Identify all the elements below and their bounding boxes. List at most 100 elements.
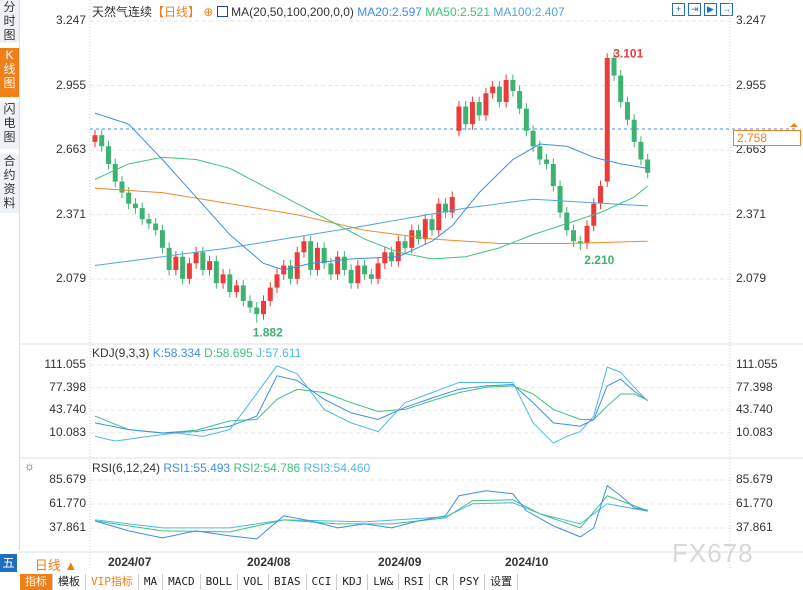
y-tick-left: 37.861 [49, 519, 86, 534]
add-icon[interactable]: ⊕ [203, 5, 214, 19]
candle-body [456, 106, 462, 131]
candle-body [105, 146, 111, 164]
indicator-tab[interactable]: BOLL [200, 574, 239, 590]
tab-contract-info[interactable]: 合约资料 [0, 154, 19, 214]
ma50-line [94, 156, 648, 260]
chart-legend: 天然气连续【日线】 ⊕ MA(20,50,100,200,0,0) MA20:2… [92, 3, 565, 20]
y-tick-left: 2.079 [55, 271, 86, 285]
candle-body [375, 263, 381, 279]
candle-body [604, 57, 610, 182]
candle-body [618, 75, 624, 103]
candle-body [193, 252, 199, 264]
watermark: FX678 [672, 538, 754, 568]
y-tick-right: 2.371 [736, 206, 767, 221]
kdj-label[interactable]: KDJ(9,3,3) [92, 346, 150, 360]
settings-sun-icon[interactable]: ☼ [24, 459, 35, 473]
candle-body [564, 212, 570, 231]
candle-body [99, 135, 105, 147]
kdj-j-line [94, 365, 649, 444]
y-tick-left: 2.955 [55, 77, 86, 92]
candle-body [624, 102, 630, 120]
indicator-tab[interactable]: MA [138, 574, 164, 590]
tab-kline[interactable]: K线图 [0, 48, 19, 98]
candle-body [584, 225, 590, 244]
current-price-marker [790, 123, 798, 128]
indicator-tab[interactable]: RSI [399, 574, 430, 590]
indicator-tab[interactable]: VOL [238, 574, 269, 590]
kdj-k: K:58.334 [152, 346, 201, 360]
ma-label[interactable]: MA(20,50,100,200,0,0) [231, 5, 354, 19]
move-right-icon[interactable]: → [720, 3, 733, 16]
candle-body [335, 256, 341, 275]
indicator-tab[interactable]: VIP指标 [86, 574, 139, 590]
rsi3-line [94, 502, 648, 529]
zoom-in-icon[interactable]: ⇥ [688, 3, 701, 16]
candle-body [463, 106, 469, 125]
candle-body [490, 86, 496, 94]
y-tick-right: 10.083 [736, 424, 773, 439]
period-selector[interactable]: 日线 ▲ [34, 558, 78, 573]
candle-body [119, 181, 125, 193]
tab-timeshare[interactable]: 分时图 [0, 0, 19, 44]
indicator-tab[interactable]: 设置 [485, 574, 519, 590]
candle-body [523, 108, 529, 131]
y-tick-right: 3.247 [736, 13, 767, 27]
high-label: 3.101 [613, 46, 643, 60]
zoom-out-icon[interactable]: ▶ [704, 3, 717, 16]
candle-body [213, 261, 219, 284]
candle-body [186, 263, 192, 279]
indicator-tab[interactable]: 指标 [20, 574, 53, 590]
candle-body [416, 230, 422, 240]
candle-body [254, 307, 260, 315]
candle-body [631, 119, 637, 142]
ma20-line [94, 112, 648, 271]
indicator-tab[interactable]: MACD [163, 574, 201, 590]
candle-body [274, 274, 280, 288]
indicator-tab[interactable]: BIAS [269, 574, 307, 590]
period-left-button[interactable]: 五 [0, 554, 17, 572]
candle-body [598, 186, 603, 204]
y-tick-right: 61.770 [736, 495, 773, 510]
ma-chart-icon[interactable] [216, 6, 228, 17]
candle-body [550, 163, 556, 187]
rsi2-line [94, 495, 648, 533]
candle-body [429, 219, 435, 231]
rsi-legend: RSI(6,12,24) RSI1:55.493 RSI2:54.786 RSI… [92, 461, 370, 475]
y-tick-left: 10.083 [49, 424, 86, 439]
indicator-tab[interactable]: PSY [454, 574, 486, 590]
candle-body [166, 247, 172, 270]
y-tick-left: 2.371 [55, 206, 86, 221]
candle-body [92, 135, 98, 142]
crosshair-icon[interactable]: + [672, 3, 685, 16]
y-tick-left: 3.247 [55, 13, 86, 27]
indicator-tab[interactable]: KDJ [337, 574, 369, 590]
y-tick-right: 43.740 [736, 402, 773, 417]
candle-body [207, 261, 213, 270]
candle-body [328, 263, 334, 275]
rsi-label[interactable]: RSI(6,12,24) [92, 461, 161, 475]
candle-body [126, 192, 132, 204]
rsi1: RSI1:55.493 [163, 461, 231, 475]
y-tick-right: 77.398 [736, 379, 773, 394]
candle-body [348, 269, 354, 284]
ma20-value: MA20:2.597 [357, 5, 422, 19]
candle-body [517, 91, 523, 109]
date-tick: 2024/10 [505, 555, 549, 569]
candle-body [139, 208, 145, 220]
candle-body [476, 102, 482, 116]
candle-body [287, 265, 293, 279]
indicator-tab[interactable]: CR [430, 574, 455, 590]
candle-body [442, 203, 448, 213]
current-price-label: 2.758 [733, 130, 801, 146]
tab-flash[interactable]: 闪电图 [0, 102, 19, 150]
y-tick-left: 43.740 [49, 402, 86, 417]
indicator-tab[interactable]: LW& [368, 574, 400, 590]
indicator-tab[interactable]: 模板 [53, 574, 86, 590]
candle-body [611, 57, 617, 76]
indicator-tab[interactable]: CCI [306, 574, 338, 590]
candle-body [200, 252, 206, 270]
candle-body [301, 241, 307, 253]
candle-body [267, 287, 273, 301]
y-tick-left: 85.679 [49, 472, 86, 486]
